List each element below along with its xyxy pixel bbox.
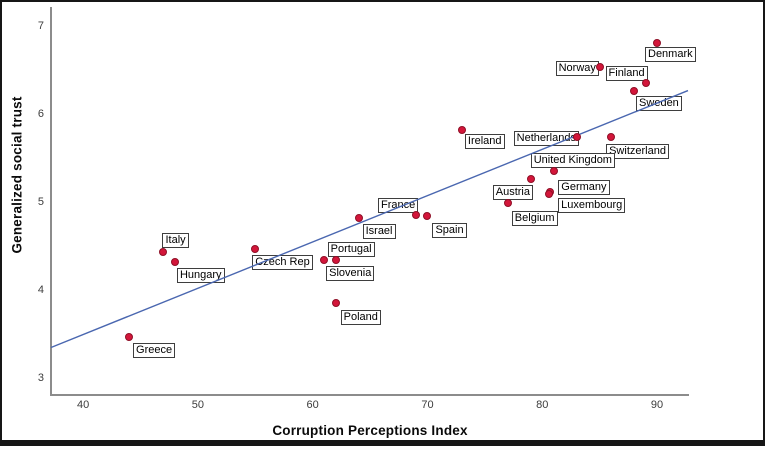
country-label-united-kingdom: United Kingdom [530,152,615,168]
y-tick-label-5: 5 [37,196,44,209]
data-point-israel [354,214,363,223]
country-label-spain: Spain [432,222,467,238]
y-tick-label-7: 7 [37,20,44,33]
x-tick-label-50: 50 [191,399,205,411]
country-label-ireland: Ireland [464,134,505,150]
data-point-france [411,210,420,219]
country-label-france: France [377,197,419,213]
data-point-norway [595,62,604,71]
x-tick-label-80: 80 [536,399,549,411]
x-tick-label-70: 70 [421,399,434,411]
x-tick-label-40: 40 [77,399,90,411]
data-point-luxembourg [545,189,554,198]
country-label-switzerland: Switzerland [606,144,669,160]
data-point-poland [331,298,340,307]
data-point-netherlands [572,133,581,142]
data-point-greece [125,332,134,341]
y-axis-line [50,7,52,396]
data-point-united-kingdom [549,166,558,175]
country-label-poland: Poland [340,309,381,325]
y-tick-label-3: 3 [37,372,44,385]
country-label-netherlands: Netherlands [513,131,579,147]
y-tick-label-4: 4 [37,284,44,297]
country-label-luxembourg: Luxembourg [558,197,626,213]
x-tick-label-90: 90 [650,399,664,411]
country-label-italy: Italy [162,233,189,249]
country-label-slovenia: Slovenia [326,266,375,282]
data-point-finland [641,78,650,87]
country-label-denmark: Denmark [645,47,696,63]
country-label-norway: Norway [555,60,599,76]
x-tick-label-60: 60 [306,399,319,411]
country-label-sweden: Sweden [636,96,682,112]
data-point-spain [423,211,432,220]
country-label-hungary: Hungary [176,268,225,284]
data-point-belgium [503,199,512,208]
country-label-portugal: Portugal [327,242,375,258]
country-label-czech-rep: Czech Rep [252,254,313,270]
country-label-greece: Greece [133,342,176,358]
country-label-austria: Austria [492,185,533,201]
country-label-finland: Finland [605,65,648,81]
x-axis-line [50,394,689,396]
x-axis-title: Corruption Perceptions Index [272,423,468,438]
country-label-belgium: Belgium [511,211,558,227]
data-point-denmark [653,39,661,48]
country-label-germany: Germany [558,179,610,195]
y-tick-label-6: 6 [37,108,44,121]
country-label-israel: Israel [362,224,396,240]
